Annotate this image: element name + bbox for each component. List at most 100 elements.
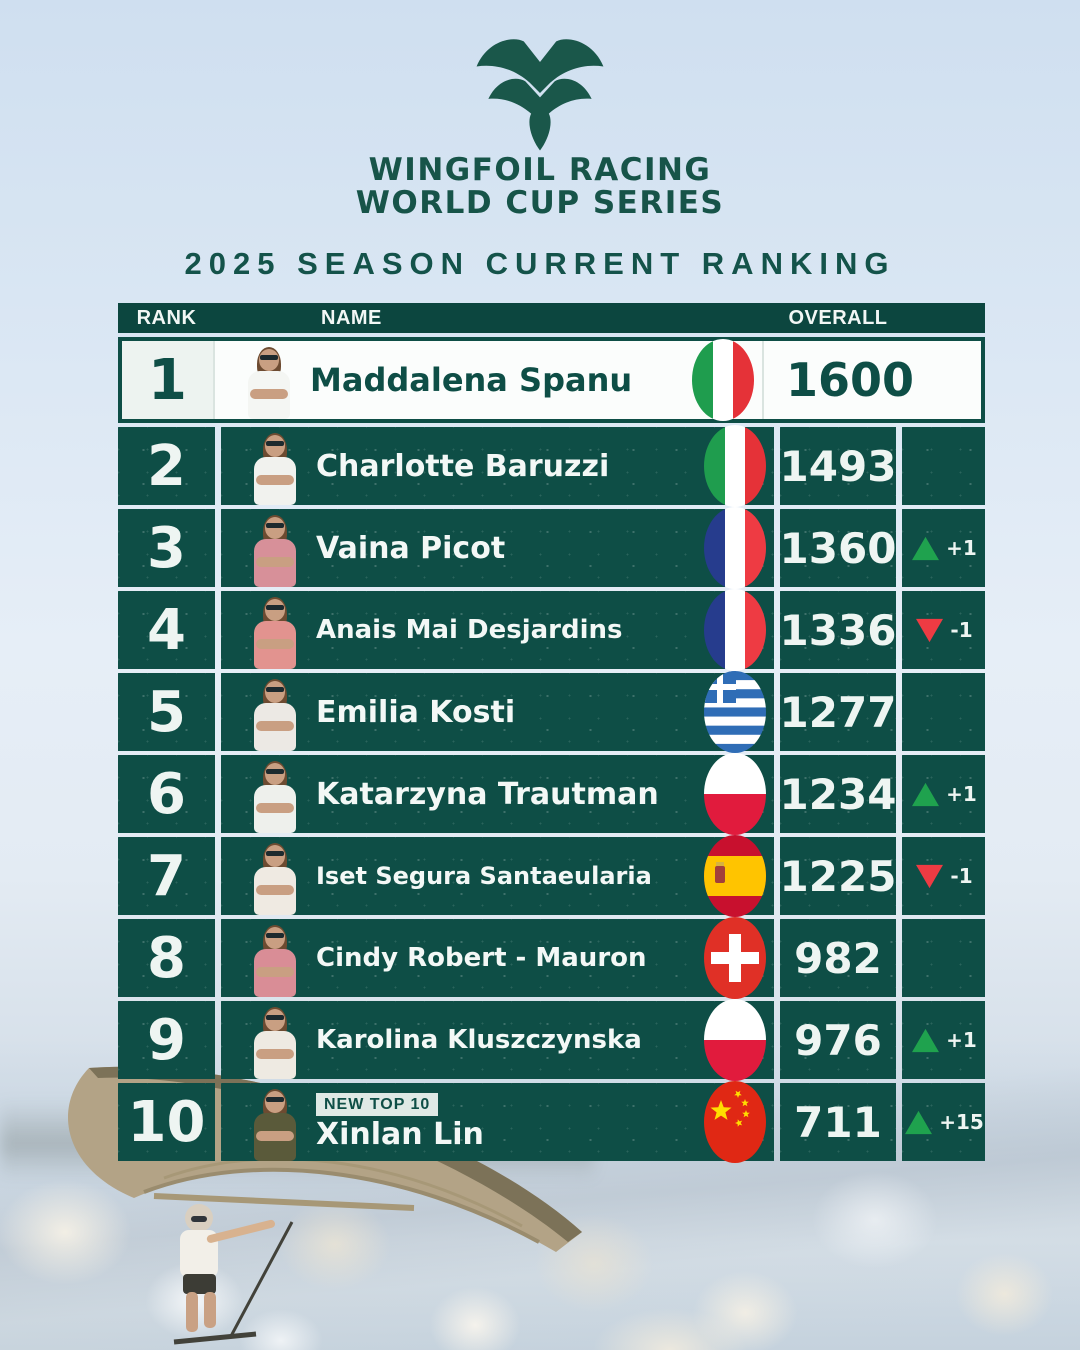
athlete-photo [241,347,297,419]
rank-change-cell: -1 [902,837,985,915]
athlete-photo [247,597,303,669]
new-top10-badge: NEW TOP 10 [316,1092,439,1116]
rank-change-cell: +1 [902,755,985,833]
rank-change-value: +15 [939,1110,984,1134]
name-stack: Cindy Robert - Mauron [316,943,647,973]
sunglasses-icon [266,605,284,610]
name-stack: Iset Segura Santaeularia [316,862,652,890]
athlete-arms [256,967,294,977]
athlete-name: Iset Segura Santaeularia [316,862,652,890]
header-overall: OVERALL [788,306,888,329]
rank-value: 6 [118,755,215,833]
sunglasses-icon [266,687,284,692]
flag-italy-icon [692,339,754,421]
rank-change-cell: -1 [902,591,985,669]
up-triangle-icon [910,535,941,562]
overall-value: 982 [780,919,896,997]
athlete-head [259,349,279,371]
rank-value: 7 [118,837,215,915]
sunglasses-icon [266,523,284,528]
athlete-photo [247,843,303,915]
up-triangle-icon [910,1027,941,1054]
sunglasses-icon [260,355,278,360]
rank-change-cell: +15 [902,1083,985,1161]
athlete-cell: Vaina Picot [221,507,774,589]
table-row: 8 Cindy Robert - Mauron 982 [118,917,985,999]
athlete-head [265,681,285,703]
athlete-arms [250,389,288,399]
athlete-photo [247,761,303,833]
brand-line1: WINGFOIL RACING [368,152,712,188]
athlete-photo [247,1089,303,1161]
table-row: 7 Iset Segura Santaeularia 1225 -1 [118,835,985,917]
flag-france-icon [704,507,766,589]
rank-change-cell [902,919,985,997]
athlete-head [265,517,285,539]
athlete-arms [256,1049,294,1059]
athlete-name: Xinlan Lin [316,1116,484,1152]
athlete-photo [247,515,303,587]
page-title: 2025 SEASON CURRENT RANKING [184,246,896,281]
athlete-name: Maddalena Spanu [310,361,633,399]
rank-value: 5 [118,673,215,751]
down-triangle-icon [914,863,945,890]
table-row: 4 Anais Mai Desjardins 1336 -1 [118,589,985,671]
athlete-arms [256,721,294,731]
athlete-photo [247,925,303,997]
rank-value: 2 [118,427,215,505]
table-body: 1 Maddalena Spanu 1600 2 Charlotte Baruzzi 14… [118,337,985,1163]
athlete-cell: Katarzyna Trautman [221,753,774,835]
table-row: 3 Vaina Picot 1360 +1 [118,507,985,589]
rank-value: 3 [118,509,215,587]
athlete-head [265,845,285,867]
flag-spain-icon [704,835,766,917]
flag-poland-icon [704,753,766,835]
table-header: RANK NAME OVERALL [118,303,985,333]
name-stack: Emilia Kosti [316,695,515,730]
name-stack: Maddalena Spanu [310,361,632,399]
athlete-cell: Charlotte Baruzzi [221,425,774,507]
sunglasses-icon [266,851,284,856]
sunglasses-icon [266,933,284,938]
athlete-head [265,1009,285,1031]
name-stack: NEW TOP 10 Xinlan Lin [316,1092,484,1152]
athlete-photo [247,1007,303,1079]
sunglasses-icon [266,769,284,774]
overall-value: 1234 [780,755,896,833]
overall-value: 1225 [780,837,896,915]
table-row: 5 Emilia Kosti 1277 [118,671,985,753]
athlete-cell: Anais Mai Desjardins [221,589,774,671]
rank-value: 10 [118,1083,215,1161]
flag-greece-icon [704,671,766,753]
rank-change-value: -1 [950,618,973,642]
rank-change-value: +1 [946,782,977,806]
athlete-arms [256,885,294,895]
down-triangle-icon [914,617,945,644]
athlete-arms [256,803,294,813]
rank-change-cell [902,427,985,505]
flag-france-icon [704,589,766,671]
athlete-cell: Cindy Robert - Mauron [221,917,774,999]
wingfoil-wings-icon [476,39,604,151]
name-stack: Katarzyna Trautman [316,777,659,812]
rank-change-value: +1 [946,536,977,560]
athlete-arms [256,475,294,485]
rank-change-cell: +1 [902,1001,985,1079]
name-stack: Karolina Kluszczynska [316,1025,642,1055]
brand-line2: WORLD CUP SERIES [355,184,725,221]
rank-change-value: +1 [946,1028,977,1052]
header-name: NAME [321,306,382,329]
name-stack: Charlotte Baruzzi [316,449,609,484]
athlete-head [265,599,285,621]
rank-value: 4 [118,591,215,669]
athlete-photo [247,433,303,505]
athlete-head [265,435,285,457]
athlete-cell: NEW TOP 10 Xinlan Lin [221,1081,774,1163]
overall-value: 1336 [780,591,896,669]
athlete-name: Vaina Picot [316,530,506,566]
rank-change-value: -1 [950,864,973,888]
athlete-head [265,763,285,785]
rank-value: 9 [118,1001,215,1079]
athlete-name: Anais Mai Desjardins [316,615,623,645]
